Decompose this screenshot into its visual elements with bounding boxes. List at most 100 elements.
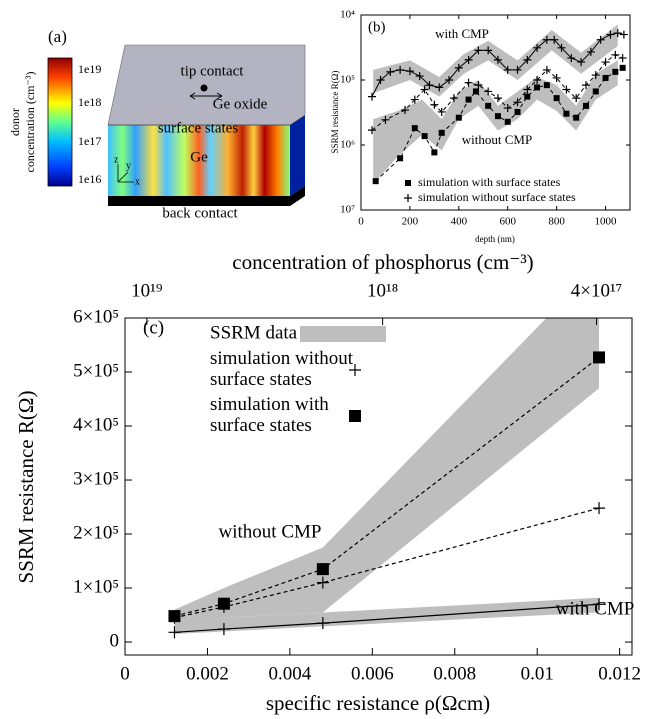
legend-label: simulation without surface states <box>418 190 576 204</box>
y-tick-label: 0 <box>110 630 120 651</box>
y-tick-label: 6×10⁵ <box>73 306 119 327</box>
plus-marker <box>316 576 329 589</box>
plus-marker <box>445 76 454 84</box>
plus-marker <box>503 65 512 74</box>
plus-marker <box>611 50 620 59</box>
square-marker <box>593 351 606 364</box>
x-tick-label: 0.004 <box>269 663 312 684</box>
plus-marker <box>420 85 429 94</box>
square-marker <box>619 64 626 71</box>
legend-label: SSRM data <box>210 322 298 343</box>
label: tip contact <box>181 63 245 79</box>
plus-marker <box>435 83 444 92</box>
square-marker <box>421 133 428 140</box>
plus-marker <box>618 54 627 63</box>
ssrm-band <box>373 60 618 185</box>
x2-tick-label: 10¹⁸ <box>367 280 398 301</box>
colorbar-tick: 1e16 <box>78 172 101 186</box>
x2-tick-label: 10¹⁹ <box>131 280 163 301</box>
plus-marker <box>404 194 412 202</box>
plus-marker <box>381 115 390 124</box>
axis-letter: x <box>135 176 140 187</box>
panel-label: (c) <box>143 317 164 338</box>
square-marker <box>543 82 550 89</box>
y-tick-label: 4×10⁵ <box>73 414 119 435</box>
legend-label: simulation without surface states <box>210 348 354 390</box>
series-line <box>174 603 600 633</box>
plus-marker <box>523 55 532 64</box>
y-tick-label: 10⁵ <box>340 74 355 86</box>
square-marker <box>217 597 230 610</box>
y-tick-label: 5×10⁵ <box>73 360 119 381</box>
square-marker <box>316 563 329 576</box>
arrow <box>189 92 223 100</box>
plus-marker <box>454 63 463 72</box>
legend: simulation with surface statessimulation… <box>404 175 576 204</box>
plus-marker <box>410 95 419 104</box>
plus-marker <box>449 94 458 103</box>
square-marker <box>411 125 418 132</box>
x-tick-label: 800 <box>548 216 565 228</box>
plus-marker <box>464 78 473 87</box>
y-tick-label: 10⁶ <box>340 139 355 151</box>
plus-marker <box>396 65 405 74</box>
colorbar-tick: 1e17 <box>78 134 101 148</box>
legend-label: simulation with surface states <box>418 175 561 189</box>
x-axis-label: depth (nm) <box>475 234 515 244</box>
label: surface states <box>158 120 239 136</box>
square-marker <box>431 149 438 156</box>
x-tick-label: 0.008 <box>433 663 476 684</box>
y-tick-label: 10⁴ <box>340 9 355 21</box>
square-marker <box>485 102 492 109</box>
y-axis-label: SSRM resistance R(Ω) <box>14 391 38 584</box>
x2-axis-label: concentration of phosphorus (cm⁻³) <box>232 250 533 274</box>
plus-marker <box>415 72 424 81</box>
square-marker <box>553 95 560 102</box>
plus-marker <box>596 35 605 44</box>
plus-marker <box>606 30 615 39</box>
square-marker <box>405 180 411 186</box>
plus-marker <box>217 623 230 636</box>
square-marker <box>504 118 511 125</box>
square-marker <box>372 178 379 185</box>
plus-marker <box>474 46 483 55</box>
colorbar-title: donor <box>8 108 22 136</box>
plus-marker <box>430 100 439 109</box>
plus-marker <box>581 81 590 90</box>
square-marker <box>455 114 462 121</box>
plot-area <box>168 318 606 639</box>
plus-marker <box>557 43 566 52</box>
y-tick-label: 10⁷ <box>340 204 355 216</box>
plus-marker <box>437 107 446 116</box>
series-line <box>371 32 625 97</box>
plus-marker <box>542 35 551 44</box>
square-marker <box>592 88 599 95</box>
plus-marker <box>513 65 522 74</box>
square-marker <box>465 96 472 103</box>
square-marker <box>524 93 531 100</box>
axes-arrows <box>117 164 134 183</box>
plus-marker <box>542 65 551 74</box>
annotation: with CMP <box>435 26 489 41</box>
square-marker <box>612 68 619 75</box>
plus-marker <box>552 73 561 82</box>
plus-marker <box>368 92 377 101</box>
series-line <box>174 507 600 619</box>
plus-marker <box>376 76 385 84</box>
x2-tick-label: 4×10¹⁷ <box>571 280 623 301</box>
x-tick-label: 600 <box>499 216 516 228</box>
x-tick-label: 0 <box>120 663 130 684</box>
plus-marker <box>493 94 502 103</box>
square-marker <box>563 110 570 117</box>
plus-marker <box>533 76 542 84</box>
plus-marker <box>601 58 610 67</box>
x-axis-label: specific resistance ρ(Ωcm) <box>266 691 490 715</box>
plot-frame <box>360 14 631 211</box>
axis-letter: y <box>126 160 131 171</box>
square-marker <box>168 610 181 623</box>
colorbar <box>47 57 73 187</box>
x-tick-label: 0.006 <box>351 663 394 684</box>
plus-marker <box>386 67 395 76</box>
x-tick-label: 0 <box>358 216 364 228</box>
